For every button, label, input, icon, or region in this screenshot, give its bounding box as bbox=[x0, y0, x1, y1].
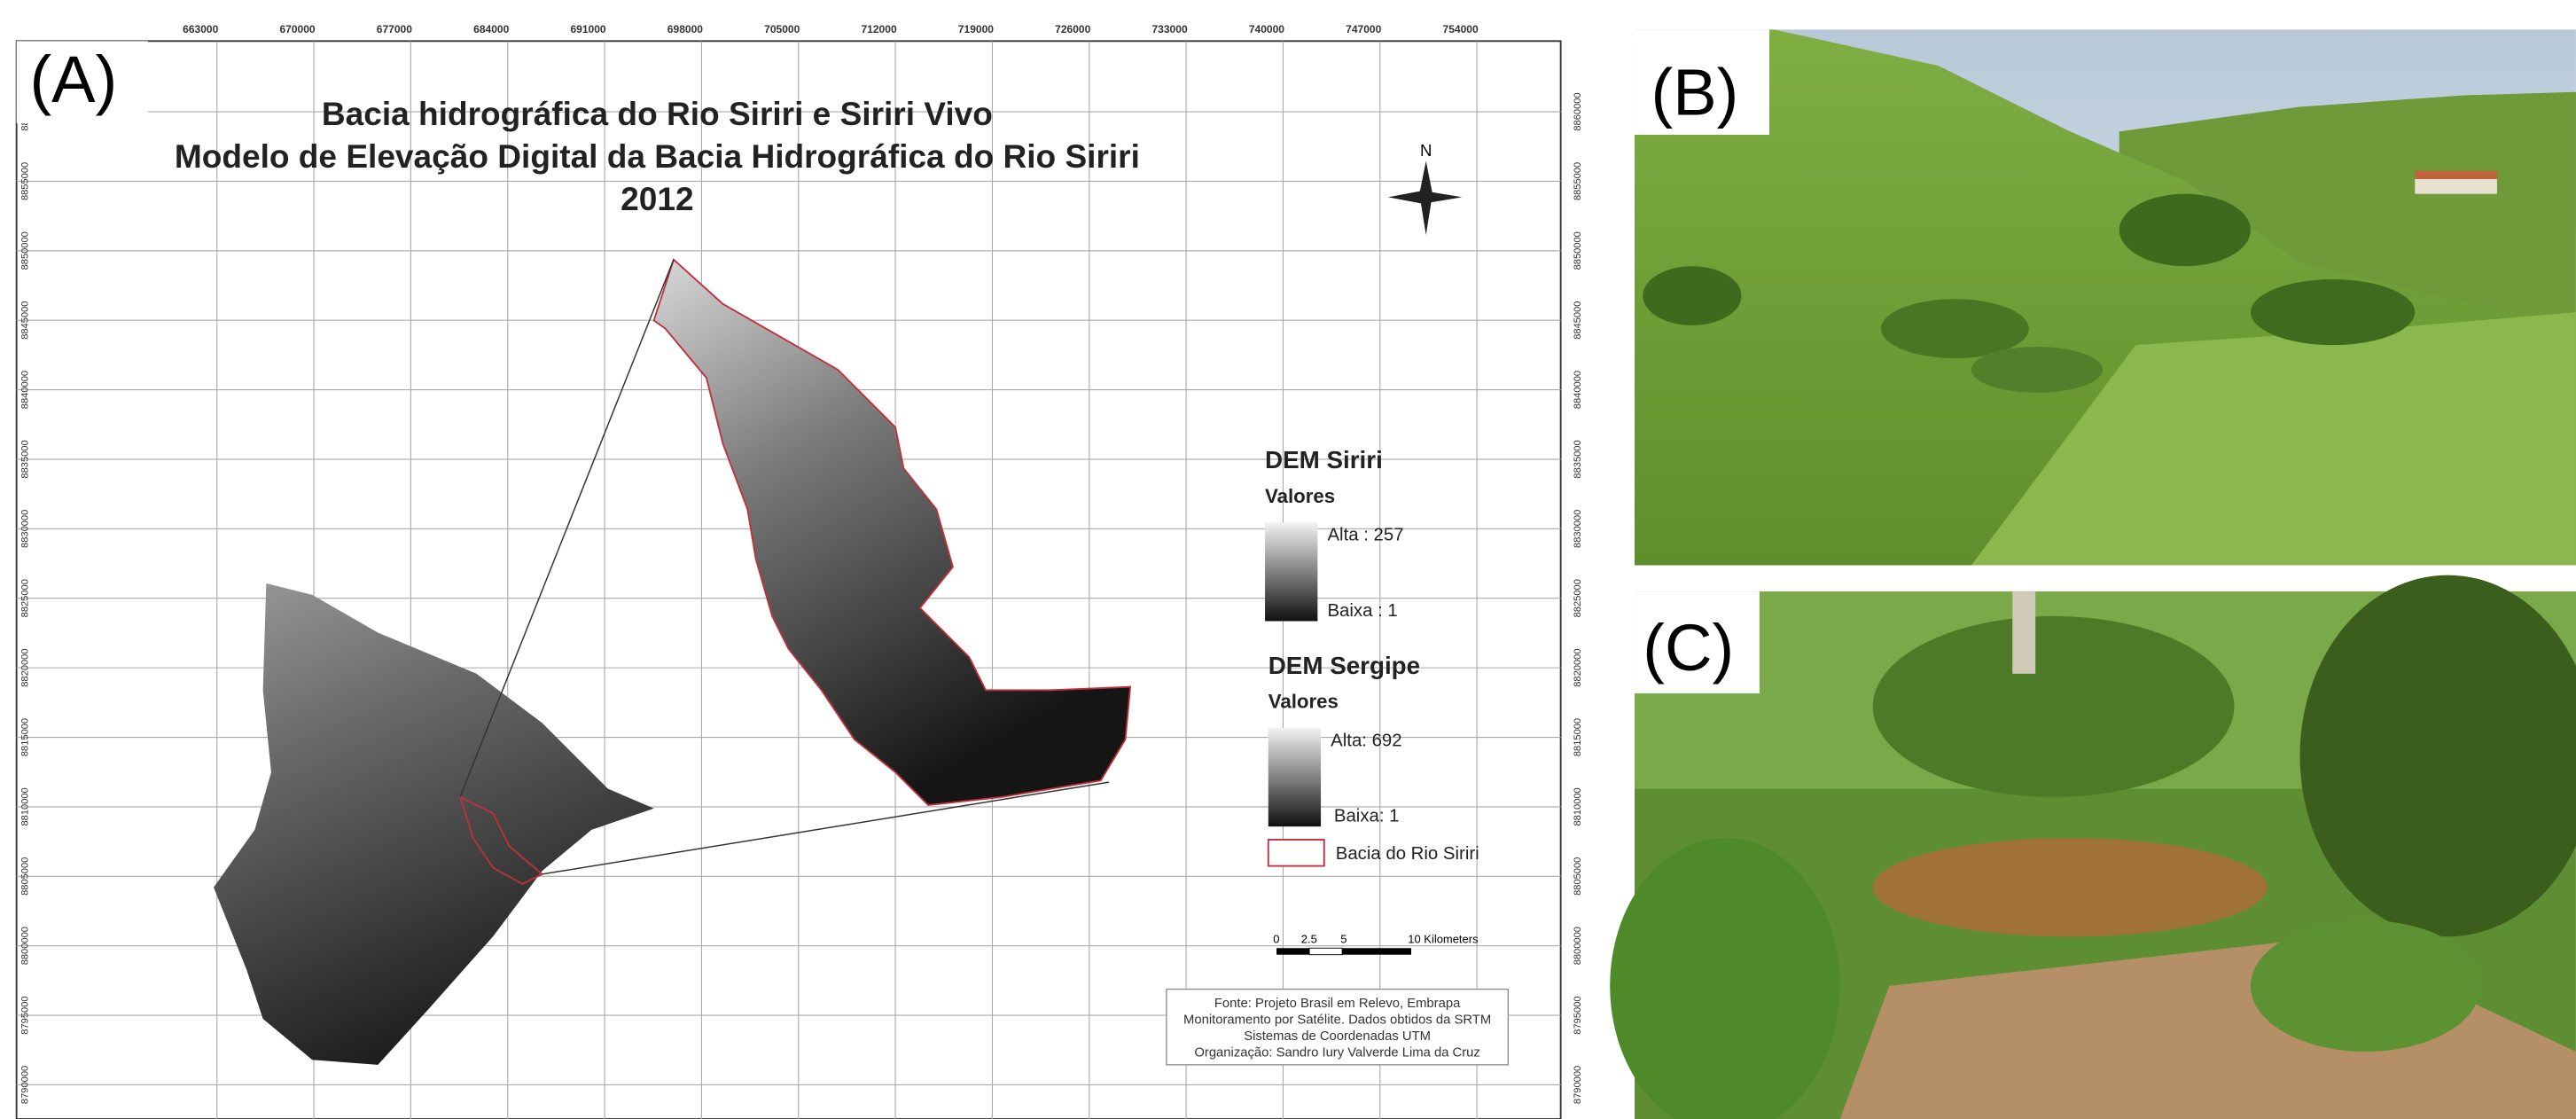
legend-subtitle: Valores bbox=[1268, 691, 1339, 713]
x-tick-label: 747000 bbox=[1346, 23, 1381, 35]
scale-label: 10 Kilometers bbox=[1408, 933, 1479, 946]
source-line: Monitoramento por Satélite. Dados obtido… bbox=[1183, 1013, 1491, 1028]
source-box: Fonte: Projeto Brasil em Relevo, Embrapa… bbox=[1167, 990, 1508, 1065]
y-tick-label: 8850000 bbox=[1573, 231, 1583, 270]
source-line: Organização: Sandro Iury Valverde Lima d… bbox=[1194, 1046, 1479, 1060]
y-tick-label: 8815000 bbox=[20, 718, 31, 756]
y-tick-label: 8800000 bbox=[20, 927, 31, 965]
x-tick-label: 726000 bbox=[1055, 23, 1090, 35]
panel-label: (C) bbox=[1643, 611, 1734, 685]
photo-b: (B) bbox=[1635, 29, 2576, 565]
y-tick-label: 8820000 bbox=[20, 648, 31, 686]
x-tick-label: 719000 bbox=[958, 23, 994, 35]
y-tick-label: 8825000 bbox=[1573, 579, 1583, 617]
legend-high: Alta: 692 bbox=[1331, 731, 1401, 750]
y-tick-label: 8845000 bbox=[1573, 301, 1583, 340]
y-tick-label: 8840000 bbox=[20, 371, 31, 409]
y-tick-label: 8835000 bbox=[1573, 440, 1583, 478]
x-tick-label: 670000 bbox=[279, 23, 315, 35]
legend-high: Alta : 257 bbox=[1327, 526, 1403, 545]
y-tick-label: 8800000 bbox=[1573, 927, 1583, 965]
y-tick-label: 8855000 bbox=[20, 162, 31, 200]
y-tick-label: 8860000 bbox=[1573, 92, 1583, 130]
y-tick-label: 8815000 bbox=[1573, 718, 1583, 756]
scale-label: 5 bbox=[1340, 933, 1347, 946]
legend-subtitle: Valores bbox=[1265, 485, 1335, 507]
y-tick-label: 8795000 bbox=[1573, 996, 1583, 1034]
title-line: Bacia hidrográfica do Rio Siriri e Sirir… bbox=[322, 95, 993, 132]
y-tick-label: 8850000 bbox=[20, 231, 31, 270]
y-tick-label: 8825000 bbox=[20, 579, 31, 617]
y-tick-label: 8845000 bbox=[20, 301, 31, 340]
x-tick-label: 712000 bbox=[861, 23, 896, 35]
y-tick-label: 8795000 bbox=[20, 996, 31, 1034]
title-line: Modelo de Elevação Digital da Bacia Hidr… bbox=[175, 137, 1140, 175]
x-tick-label: 677000 bbox=[377, 23, 412, 35]
scale-label: 0 bbox=[1273, 933, 1279, 946]
y-tick-label: 8790000 bbox=[20, 1066, 31, 1104]
y-tick-label: 8805000 bbox=[1573, 857, 1583, 896]
y-tick-label: 8840000 bbox=[1573, 371, 1583, 409]
x-ticks: 663000 670000 677000 684000 691000 698000 7050… bbox=[183, 23, 1479, 35]
legend-title: DEM Siriri bbox=[1265, 446, 1383, 473]
y-tick-label: 8805000 bbox=[20, 857, 31, 896]
legend-title: DEM Sergipe bbox=[1268, 652, 1420, 679]
legend-basin: Bacia do Rio Siriri bbox=[1336, 844, 1479, 864]
legend-low: Baixa: 1 bbox=[1334, 807, 1400, 826]
y-tick-label: 8820000 bbox=[1573, 648, 1583, 686]
legend-ramp bbox=[1265, 522, 1317, 621]
x-tick-label: 754000 bbox=[1443, 23, 1479, 35]
figure: 663000 670000 677000 684000 691000 698000 7050… bbox=[0, 0, 2576, 1119]
y-tick-label: 8855000 bbox=[1573, 162, 1583, 200]
y-tick-label: 8830000 bbox=[20, 510, 31, 548]
y-tick-label: 8810000 bbox=[1573, 787, 1583, 826]
scale-label: 2.5 bbox=[1301, 933, 1317, 946]
legend-low: Baixa : 1 bbox=[1327, 601, 1397, 621]
north-label: N bbox=[1420, 141, 1432, 160]
x-tick-label: 740000 bbox=[1249, 23, 1284, 35]
x-tick-label: 698000 bbox=[667, 23, 703, 35]
x-tick-label: 705000 bbox=[764, 23, 800, 35]
source-line: Fonte: Projeto Brasil em Relevo, Embrapa bbox=[1214, 997, 1461, 1011]
y-tick-label: 8835000 bbox=[20, 440, 31, 478]
source-line: Sistemas de Coordenadas UTM bbox=[1244, 1029, 1431, 1044]
title-line: 2012 bbox=[621, 180, 693, 217]
panel-label: (B) bbox=[1651, 56, 1739, 129]
x-tick-label: 733000 bbox=[1151, 23, 1187, 35]
legend-swatch bbox=[1268, 840, 1324, 866]
y-tick-label: 8810000 bbox=[20, 787, 31, 826]
legend-ramp bbox=[1268, 728, 1321, 826]
x-tick-label: 691000 bbox=[570, 23, 605, 35]
photo-c: (C) bbox=[1610, 575, 2576, 1119]
x-tick-label: 663000 bbox=[183, 23, 218, 35]
x-tick-label: 684000 bbox=[473, 23, 509, 35]
page: {"panels":{"a":{"label":"(A)"},"b":{"lab… bbox=[0, 0, 2576, 1119]
panel-label: (A) bbox=[29, 43, 117, 116]
y-tick-label: 8830000 bbox=[1573, 510, 1583, 548]
y-tick-label: 8790000 bbox=[1573, 1066, 1583, 1104]
